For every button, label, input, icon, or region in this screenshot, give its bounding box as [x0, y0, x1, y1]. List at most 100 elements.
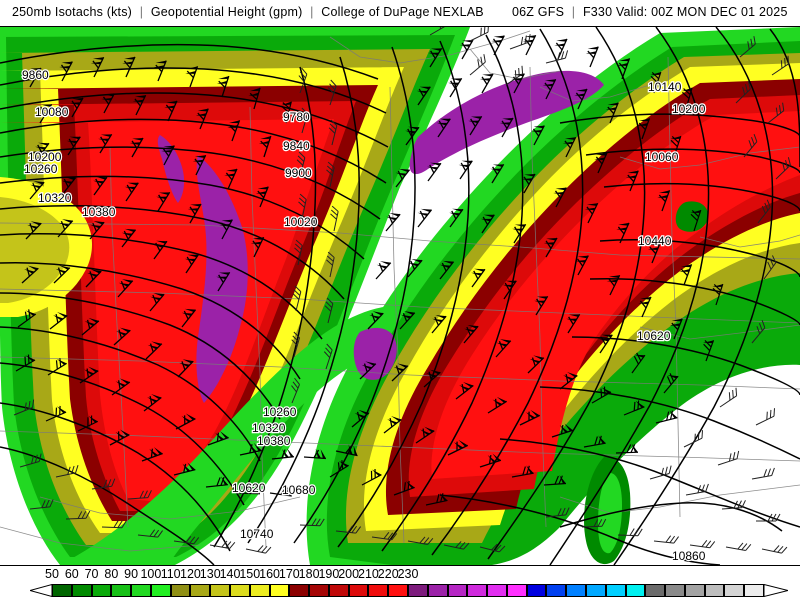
colorbar-tick-160: 160 [259, 567, 280, 581]
colorbar-swatch-300[interactable] [546, 584, 567, 597]
colorbar-swatch-120[interactable] [190, 584, 211, 597]
header-product-label: 250mb Isotachs (kts) [12, 5, 133, 19]
header-source-label: College of DuPage NEXLAB [321, 5, 484, 19]
isotach-fill-east-250-core [409, 70, 604, 175]
colorbar-swatch-310[interactable] [566, 584, 586, 597]
colorbar-tick-220: 220 [377, 567, 399, 581]
contour-height-label: 10140 [648, 80, 682, 94]
contour-height-label: 10060 [645, 150, 679, 164]
contour-height-label: 9780 [283, 110, 310, 124]
colorbar-swatch-400[interactable] [744, 584, 764, 597]
isotach-fill-west-220 [0, 119, 334, 501]
colorbar-swatch-260[interactable] [467, 584, 488, 597]
colorbar-tick-60: 60 [64, 567, 79, 581]
colorbar-swatch-250[interactable] [447, 584, 468, 597]
colorbar-tick-120: 120 [180, 567, 201, 581]
colorbar-swatch-210[interactable] [368, 584, 389, 597]
colorbar-swatch-320[interactable] [586, 584, 606, 597]
contour-height-label: 9900 [285, 166, 312, 180]
header-contour-label: Geopotential Height (gpm) [150, 5, 303, 19]
colorbar-tick-80: 80 [104, 567, 119, 581]
colorbar-swatch-140[interactable] [230, 584, 250, 597]
colorbar-swatch-strip[interactable] [0, 583, 800, 598]
colorbar-low-arrow [28, 583, 53, 598]
colorbar-tick-210: 210 [358, 567, 379, 581]
colorbar-tick-labels: 50 60 70 80 90 100 110 120 130 140 150 160 170 180 190… [0, 566, 800, 584]
contour-height-label: 10260 [263, 405, 297, 419]
weather-map-canvas[interactable]: 9860 9780 9840 9900 10020 10080 10200 10260 1032… [0, 27, 800, 565]
isotach-height-plot: 9860978098409900100201008010200102601032… [0, 27, 800, 565]
contour-height-label: 10200 [28, 150, 62, 164]
colorbar-swatch-230[interactable] [408, 584, 428, 597]
contour-height-label: 10620 [637, 329, 671, 343]
colorbar-swatch-350[interactable] [645, 584, 666, 597]
header-valid-time-label: F330 Valid: 00Z MON DEC 01 2025 [582, 5, 788, 19]
colorbar-swatch-220[interactable] [388, 584, 408, 597]
colorbar-swatch-130[interactable] [210, 584, 230, 597]
colorbar-tick-170: 170 [278, 567, 300, 581]
header-separator-2: | [310, 5, 314, 19]
colorbar-swatch-370[interactable] [684, 584, 705, 597]
colorbar-swatch-60[interactable] [71, 584, 92, 597]
colorbar-tick-230: 230 [397, 567, 419, 581]
colorbar-tick-180: 180 [298, 567, 320, 581]
map-header-bar: 250mb Isotachs (kts) | Geopotential Heig… [0, 0, 800, 27]
colorbar-tick-130: 130 [199, 567, 221, 581]
colorbar-swatch-360[interactable] [665, 584, 685, 597]
colorbar-swatch-50[interactable] [52, 584, 72, 597]
header-right-title: 06Z GFS | F330 Valid: 00Z MON DEC 01 202… [512, 5, 788, 19]
isotach-colorbar[interactable]: 50 60 70 80 90 100 110 120 130 140 150 160 170 180 190… [0, 565, 800, 600]
header-left-title: 250mb Isotachs (kts) | Geopotential Heig… [12, 5, 484, 19]
colorbar-tick-190: 190 [318, 567, 340, 581]
contour-height-label: 10440 [638, 234, 672, 248]
contour-height-label: 10380 [82, 205, 116, 219]
colorbar-swatch-180[interactable] [309, 584, 329, 597]
contour-height-label: 10200 [672, 102, 706, 116]
isotach-fill-west-250-core-b [157, 135, 185, 203]
colorbar-swatch-240[interactable] [427, 584, 448, 597]
contour-height-label: 10260 [24, 162, 58, 176]
contour-height-label: 10620 [232, 481, 266, 495]
colorbar-swatch-70[interactable] [91, 584, 112, 597]
colorbar-swatch-80[interactable] [111, 584, 132, 597]
colorbar-swatch-270[interactable] [487, 584, 507, 597]
colorbar-swatch-330[interactable] [605, 584, 626, 597]
header-model-run-label: 06Z GFS [512, 5, 565, 19]
contour-height-label: 10860 [672, 549, 706, 563]
contour-height-label: 9840 [283, 139, 310, 153]
colorbar-swatch-170[interactable] [289, 584, 310, 597]
colorbar-swatch-390[interactable] [724, 584, 745, 597]
colorbar-tick-140: 140 [219, 567, 241, 581]
colorbar-swatch-380[interactable] [704, 584, 725, 597]
colorbar-swatch-280[interactable] [506, 584, 527, 597]
colorbar-swatch-90[interactable] [131, 584, 151, 597]
header-separator-1: | [139, 5, 144, 19]
contour-height-label: 10320 [38, 191, 72, 205]
colorbar-tick-90: 90 [124, 567, 139, 581]
contour-height-label: 10680 [282, 483, 316, 497]
colorbar-high-arrow [763, 583, 789, 598]
isotach-fill-east-small-lobe [675, 201, 709, 232]
colorbar-swatch-290[interactable] [526, 584, 547, 597]
colorbar-swatch-190[interactable] [328, 584, 349, 597]
header-separator-3: | [571, 5, 576, 19]
contour-height-label: 9860 [22, 68, 49, 82]
contour-height-label: 10020 [284, 215, 318, 229]
contour-height-label: 10380 [257, 434, 291, 448]
colorbar-tick-100: 100 [140, 567, 162, 581]
isotach-fill-east-250-core-b [353, 327, 397, 380]
contour-label-layer: 9860978098409900100201008010200102601032… [21, 67, 707, 564]
colorbar-tick-150: 150 [239, 567, 261, 581]
colorbar-tick-70: 70 [84, 567, 99, 581]
colorbar-swatch-340[interactable] [625, 584, 646, 597]
colorbar-swatch-160[interactable] [269, 584, 290, 597]
colorbar-swatch-100[interactable] [150, 584, 171, 597]
contour-height-label: 10740 [240, 527, 274, 541]
colorbar-swatch-200[interactable] [348, 584, 369, 597]
colorbar-swatch-150[interactable] [249, 584, 270, 597]
contour-height-label: 10320 [252, 421, 286, 435]
colorbar-swatch-110[interactable] [170, 584, 191, 597]
colorbar-tick-200: 200 [338, 567, 360, 581]
colorbar-tick-50: 50 [45, 567, 59, 581]
geopotential-height-contours [0, 27, 800, 565]
